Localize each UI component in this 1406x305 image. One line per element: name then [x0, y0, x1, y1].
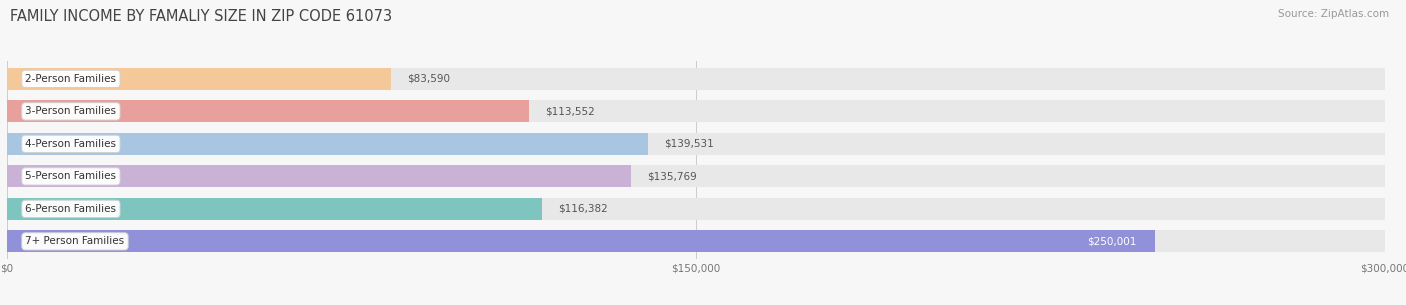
- Bar: [7, 100, 1385, 122]
- Bar: [7, 165, 1385, 188]
- Bar: [7, 198, 541, 220]
- Bar: [7, 68, 391, 90]
- Text: 5-Person Families: 5-Person Families: [25, 171, 117, 181]
- Bar: [7, 230, 1156, 253]
- Text: 3-Person Families: 3-Person Families: [25, 106, 117, 117]
- Text: Source: ZipAtlas.com: Source: ZipAtlas.com: [1278, 9, 1389, 19]
- Text: $250,001: $250,001: [1087, 236, 1137, 246]
- Text: $135,769: $135,769: [647, 171, 696, 181]
- Bar: [7, 100, 529, 122]
- Text: 6-Person Families: 6-Person Families: [25, 204, 117, 214]
- Bar: [7, 133, 1385, 155]
- Text: $83,590: $83,590: [406, 74, 450, 84]
- Text: $139,531: $139,531: [664, 139, 714, 149]
- Text: $116,382: $116,382: [558, 204, 607, 214]
- Text: 2-Person Families: 2-Person Families: [25, 74, 117, 84]
- Text: 7+ Person Families: 7+ Person Families: [25, 236, 125, 246]
- Bar: [7, 230, 1385, 253]
- Bar: [7, 68, 1385, 90]
- Bar: [7, 133, 648, 155]
- Bar: [7, 165, 631, 188]
- Text: FAMILY INCOME BY FAMALIY SIZE IN ZIP CODE 61073: FAMILY INCOME BY FAMALIY SIZE IN ZIP COD…: [10, 9, 392, 24]
- Bar: [7, 198, 1385, 220]
- Text: $113,552: $113,552: [544, 106, 595, 117]
- Text: 4-Person Families: 4-Person Families: [25, 139, 117, 149]
